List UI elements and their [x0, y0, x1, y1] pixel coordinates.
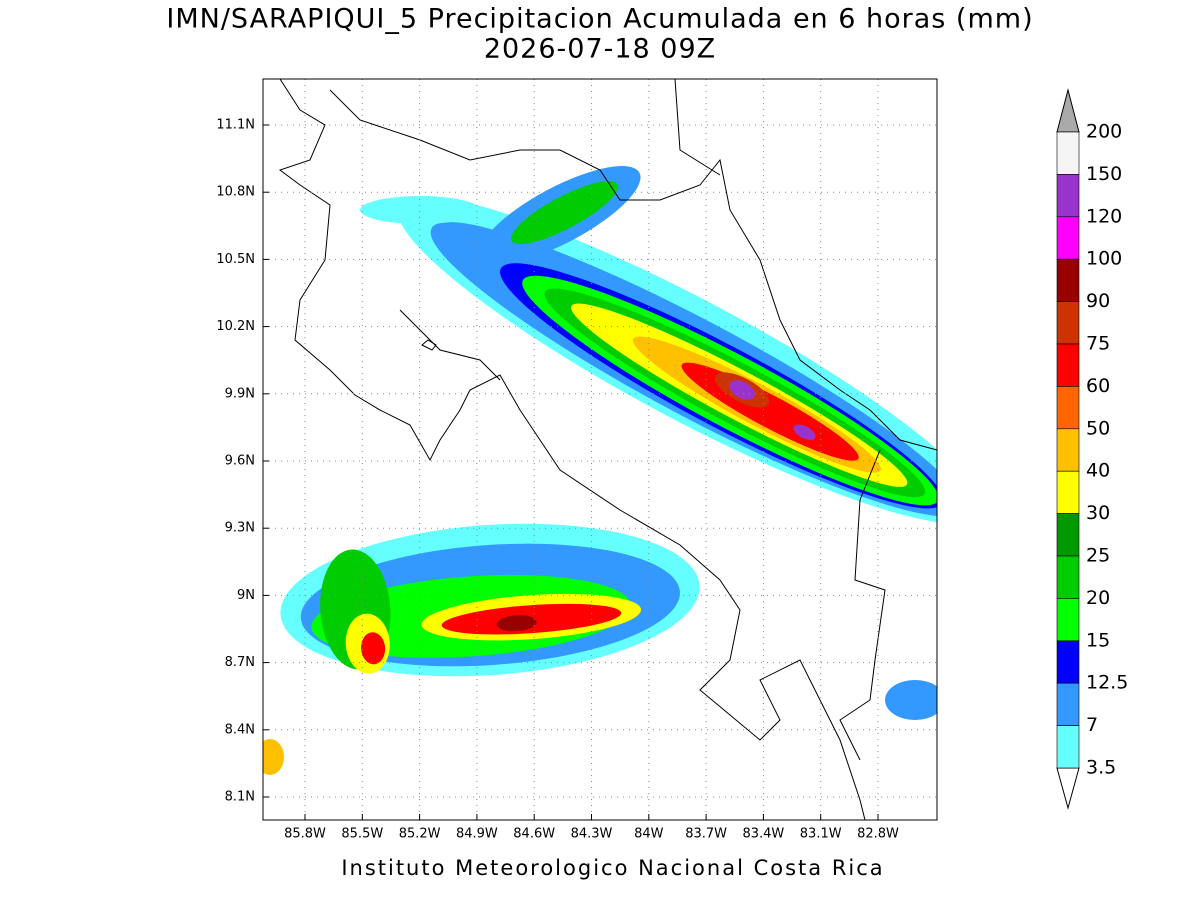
lat-tick-label: 10.8N: [216, 185, 255, 200]
colorbar-swatch: [1056, 174, 1080, 218]
colorbar-label: 7: [1086, 714, 1098, 736]
lon-tick-label: 84.6W: [513, 827, 555, 842]
colorbar-label: 100: [1086, 248, 1122, 270]
lon-tick-label: 83.7W: [685, 827, 727, 842]
colorbar-label: 40: [1086, 460, 1110, 482]
lat-tick-label: 9N: [237, 588, 255, 603]
colorbar-swatch: [1056, 343, 1080, 387]
lat-tick-label: 8.4N: [225, 722, 255, 737]
lat-tick-label: 10.5N: [216, 252, 255, 267]
colorbar-swatch: [1056, 216, 1080, 260]
lon-tick-label: 85.5W: [341, 827, 383, 842]
colorbar-label: 25: [1086, 545, 1110, 567]
map-frame: [262, 78, 938, 821]
lat-tick-label: 8.1N: [225, 790, 255, 805]
colorbar-label: 50: [1086, 417, 1110, 439]
colorbar-label: 15: [1086, 629, 1110, 651]
colorbar-swatch: [1056, 555, 1080, 599]
lat-tick-label: 9.9N: [225, 386, 255, 401]
lat-tick-label: 9.3N: [225, 521, 255, 536]
footer: Instituto Meteorologico Nacional Costa R…: [341, 856, 884, 880]
colorbar-label: 120: [1086, 205, 1122, 227]
lat-tick-label: 9.6N: [225, 454, 255, 469]
colorbar-swatch: [1056, 301, 1080, 345]
colorbar-label: 30: [1086, 502, 1110, 524]
colorbar-label: 12.5: [1086, 672, 1128, 694]
graticule: 85.8W 85.5W 85.2W 84.9W 84.6W 84.3W 84W 83.7W 83…: [216, 79, 937, 842]
colorbar-label: 3.5: [1086, 757, 1116, 779]
colorbar-label: 200: [1086, 121, 1122, 143]
lon-tick-label: 83.1W: [800, 827, 842, 842]
lon-tick-label: 85.8W: [284, 827, 326, 842]
colorbar-swatch: [1056, 513, 1080, 557]
colorbar-bottom-arrow: [1056, 767, 1080, 810]
colorbar-swatch: [1056, 131, 1080, 175]
lon-tick-label: 85.2W: [399, 827, 441, 842]
colorbar-label: 90: [1086, 290, 1110, 312]
colorbar-label: 75: [1086, 333, 1110, 355]
colorbar-swatch: [1056, 258, 1080, 302]
colorbar-label: 20: [1086, 587, 1110, 609]
colorbar-swatch: [1056, 470, 1080, 514]
colorbar-swatch: [1056, 725, 1080, 769]
title: IMN/SARAPIQUI_5 Precipitacion Acumulada …: [166, 4, 1033, 35]
colorbar-swatch: [1056, 386, 1080, 430]
subtitle: 2026-07-18 09Z: [484, 34, 716, 65]
lon-tick-label: 84.3W: [571, 827, 613, 842]
colorbar: 200 150 120 100 90 75 60 50 40 30 25 20 15 12.5 7 3.5: [1056, 88, 1128, 810]
precipitation-field: [263, 166, 937, 775]
colorbar-top-arrow: [1056, 88, 1080, 133]
colorbar-label: 60: [1086, 375, 1110, 397]
colorbar-label: 150: [1086, 163, 1122, 185]
lon-tick-label: 84.9W: [456, 827, 498, 842]
colorbar-swatch: [1056, 598, 1080, 642]
colorbar-swatch: [1056, 640, 1080, 684]
colorbar-swatch: [1056, 682, 1080, 726]
lat-tick-label: 10.2N: [216, 319, 255, 334]
lat-tick-label: 11.1N: [216, 118, 255, 133]
lon-tick-label: 83.4W: [742, 827, 784, 842]
coastlines: [278, 79, 937, 820]
colorbar-swatch: [1056, 428, 1080, 472]
lon-tick-label: 82.8W: [857, 827, 899, 842]
lon-tick-label: 84W: [634, 827, 664, 842]
lat-tick-label: 8.7N: [225, 655, 255, 670]
